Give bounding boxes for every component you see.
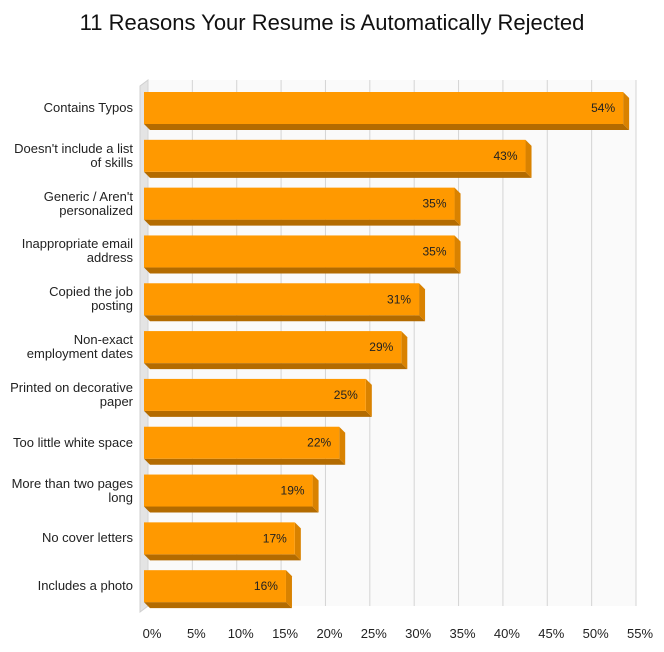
bar-shade [144,124,630,130]
y-tick-label: More than two pages long [11,475,133,505]
x-tick-label: 0% [143,626,162,641]
value-label: 16% [254,579,278,593]
value-label: 17% [263,531,287,545]
bar-shade [454,187,461,226]
value-label: 22% [307,436,331,450]
bar-shade [419,283,426,322]
bar-shade [623,92,630,130]
y-tick-label: Doesn't include a list of skills [14,140,133,170]
value-label: 35% [423,197,447,211]
x-tick-label: 15% [272,626,298,641]
x-tick-label: 30% [405,626,431,641]
x-tick-label: 40% [494,626,520,641]
y-tick-label: No cover letters [41,530,133,546]
y-tick-label: Contains Typos [43,100,133,115]
bar-shade [144,602,292,609]
bar [144,522,295,555]
bar-shade [144,171,532,178]
y-tick-label: Generic / Aren't personalized [43,188,133,218]
value-label: 19% [281,484,305,498]
bar [144,570,286,603]
bar-shade [365,378,372,417]
y-tick-label: Copied the job posting [49,284,133,314]
value-label: 29% [369,340,393,354]
bar-shade [144,315,426,322]
bar [144,92,624,124]
bar-shade [144,267,461,274]
bar-shade [339,426,346,465]
bar [144,378,366,411]
bar-shade [525,139,532,178]
value-label: 54% [591,101,615,115]
bar [144,331,402,364]
bar [144,426,340,459]
bar-shade [312,474,319,513]
x-tick-label: 10% [228,626,254,641]
bar-shade [144,458,346,465]
y-tick-label: Inappropriate email address [21,236,133,266]
bar-shade [285,570,292,609]
bar-shade [144,363,408,370]
bar-shade [144,554,301,561]
bar-shade [144,506,319,513]
y-tick-label: Printed on decorative paper [10,379,133,409]
bar [144,187,455,220]
y-tick-label: Non-exact employment dates [26,332,133,362]
x-tick-label: 5% [187,626,206,641]
bar-shade [294,522,301,561]
x-tick-label: 20% [316,626,342,641]
bar-shade [401,331,408,370]
y-tick-label: Includes a photo [37,578,133,594]
x-tick-label: 45% [538,626,564,641]
value-label: 25% [334,388,358,402]
value-label: 35% [423,244,447,258]
bar [144,139,526,172]
x-tick-label: 50% [583,626,609,641]
x-tick-label: 25% [361,626,387,641]
x-tick-label: 55% [627,626,653,641]
bar-shade [144,410,372,417]
bar-shade [144,219,461,226]
value-label: 43% [493,149,517,163]
x-tick-label: 35% [450,626,476,641]
bar [144,235,455,268]
bar-shade [454,235,461,274]
bar [144,283,420,316]
value-label: 31% [387,292,411,306]
y-tick-label: Too little white space [13,434,133,450]
chart-title: 11 Reasons Your Resume is Automatically … [79,10,585,35]
bar [144,474,313,507]
